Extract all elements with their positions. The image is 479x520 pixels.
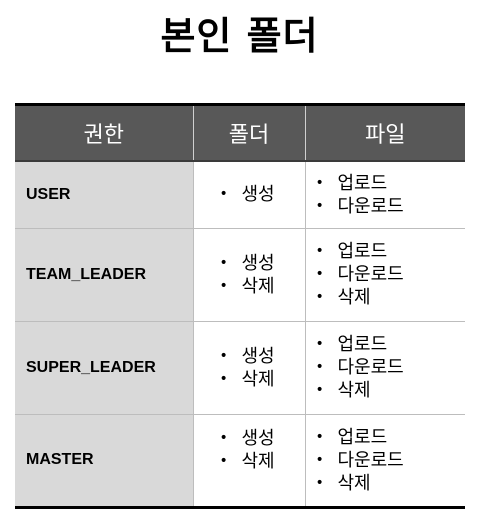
list-item: 다운로드 [316,356,466,379]
file-permission-list: 업로드 다운로드 삭제 [306,240,466,309]
list-item: 업로드 [316,426,466,449]
table-header-row: 권한 폴더 파일 [15,104,465,162]
folder-permission-list: 생성 삭제 [194,252,305,298]
list-item: 생성 [220,427,305,450]
list-item: 삭제 [220,275,305,298]
header-folder: 폴더 [192,104,305,162]
list-item: 다운로드 [316,195,466,218]
permission-table: 권한 폴더 파일 USER 생성 업로드 다운로드 TEAM_LEADER [15,103,465,509]
table-row: TEAM_LEADER 생성 삭제 업로드 다운로드 삭제 [15,227,466,321]
list-item: 삭제 [220,450,305,473]
list-item: 업로드 [316,333,466,356]
file-permission-list: 업로드 다운로드 삭제 [306,426,466,495]
list-item: 삭제 [316,286,466,309]
header-role: 권한 [15,104,193,162]
list-item: 생성 [220,345,305,368]
list-item: 업로드 [316,240,466,263]
role-cell: TEAM_LEADER [15,227,193,321]
folder-permissions-cell: 생성 삭제 [192,320,305,414]
file-permissions-cell: 업로드 다운로드 삭제 [304,227,466,321]
list-item: 업로드 [316,172,466,195]
folder-permissions-cell: 생성 [192,160,305,228]
folder-permission-list: 생성 [194,183,305,206]
folder-permission-list: 생성 삭제 [194,345,305,391]
list-item: 다운로드 [316,263,466,286]
file-permissions-cell: 업로드 다운로드 삭제 [304,413,466,507]
file-permissions-cell: 업로드 다운로드 삭제 [304,320,466,414]
role-cell: USER [15,160,193,228]
table-row: USER 생성 업로드 다운로드 [15,160,466,228]
folder-permissions-cell: 생성 삭제 [192,227,305,321]
role-cell: MASTER [15,413,193,507]
table-row: MASTER 생성 삭제 업로드 다운로드 삭제 [15,413,466,507]
list-item: 다운로드 [316,449,466,472]
folder-permission-list: 생성 삭제 [194,427,305,473]
list-item: 삭제 [220,368,305,391]
page-title: 본인 폴더 [160,14,319,58]
table-row: SUPER_LEADER 생성 삭제 업로드 다운로드 삭제 [15,320,466,414]
file-permission-list: 업로드 다운로드 삭제 [306,333,466,402]
header-file: 파일 [304,104,465,162]
file-permission-list: 업로드 다운로드 [306,172,466,218]
folder-permissions-cell: 생성 삭제 [192,413,305,507]
list-item: 생성 [220,183,305,206]
list-item: 생성 [220,252,305,275]
file-permissions-cell: 업로드 다운로드 [304,160,466,228]
list-item: 삭제 [316,472,466,495]
role-cell: SUPER_LEADER [15,320,193,414]
list-item: 삭제 [316,379,466,402]
